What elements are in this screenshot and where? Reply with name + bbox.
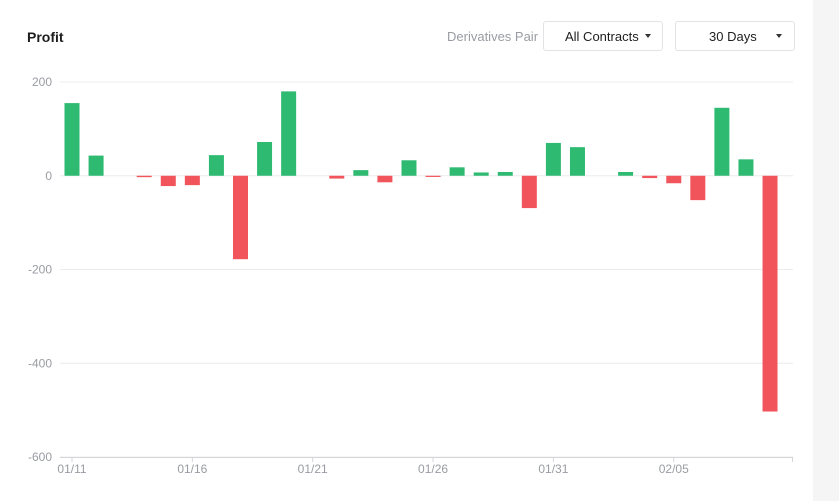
derivatives-pair-label: Derivatives Pair — [447, 29, 539, 44]
x-tick-label: 01/16 — [177, 462, 207, 476]
bar-01-27[interactable] — [449, 167, 465, 176]
bar-01-31[interactable] — [545, 142, 561, 176]
bar-01-17[interactable] — [208, 155, 224, 176]
bar-02-07[interactable] — [714, 107, 730, 176]
y-axis-ticks: 200 0 -200 -400 -600 — [28, 75, 52, 464]
bar-02-03[interactable] — [618, 172, 634, 176]
bar-01-15[interactable] — [160, 175, 176, 187]
bar-01-18[interactable] — [232, 175, 248, 260]
bar-02-09[interactable] — [762, 175, 778, 412]
bar-01-16[interactable] — [184, 175, 200, 186]
bar-01-28[interactable] — [473, 172, 489, 176]
bar-01-14[interactable] — [136, 175, 152, 178]
bar-02-08[interactable] — [738, 159, 754, 176]
bar-01-29[interactable] — [497, 172, 513, 176]
date-range-dropdown[interactable]: 30 Days — [675, 21, 795, 51]
y-tick-label: -200 — [28, 263, 52, 277]
x-tick-label: 01/31 — [538, 462, 568, 476]
bars — [64, 91, 778, 412]
y-tick-label: 0 — [45, 169, 52, 183]
grid-lines — [60, 81, 793, 458]
bar-01-30[interactable] — [521, 175, 537, 209]
bar-01-20[interactable] — [281, 91, 297, 176]
bar-02-05[interactable] — [666, 175, 682, 184]
bar-01-23[interactable] — [353, 170, 369, 176]
x-tick-label: 01/11 — [57, 462, 86, 476]
x-tick-label: 01/21 — [298, 462, 328, 476]
date-range-dropdown-value: 30 Days — [709, 29, 757, 44]
caret-down-icon — [776, 34, 782, 38]
bar-01-19[interactable] — [257, 142, 273, 176]
contracts-dropdown-value: All Contracts — [565, 29, 639, 44]
x-axis: 01/11 01/16 01/21 01/26 01/31 02/05 — [57, 457, 793, 476]
y-tick-label: 200 — [32, 75, 52, 89]
bar-02-01[interactable] — [569, 147, 585, 176]
bar-01-11[interactable] — [64, 103, 80, 176]
chart-title: Profit — [27, 29, 64, 45]
bar-02-06[interactable] — [690, 175, 706, 201]
bar-02-04[interactable] — [642, 175, 658, 179]
bar-01-22[interactable] — [329, 175, 345, 179]
bar-01-12[interactable] — [88, 155, 104, 176]
bar-01-24[interactable] — [377, 175, 393, 183]
scroll-rail — [813, 0, 839, 501]
y-tick-label: -600 — [28, 450, 52, 464]
y-tick-label: -400 — [28, 356, 52, 370]
bar-01-26[interactable] — [425, 175, 441, 177]
bar-01-25[interactable] — [401, 160, 417, 176]
x-tick-label: 01/26 — [418, 462, 448, 476]
caret-down-icon — [645, 34, 651, 38]
profit-card: Profit Derivatives Pair All Contracts 30… — [27, 21, 795, 476]
x-tick-label: 02/05 — [659, 462, 689, 476]
contracts-dropdown[interactable]: All Contracts — [543, 21, 663, 51]
